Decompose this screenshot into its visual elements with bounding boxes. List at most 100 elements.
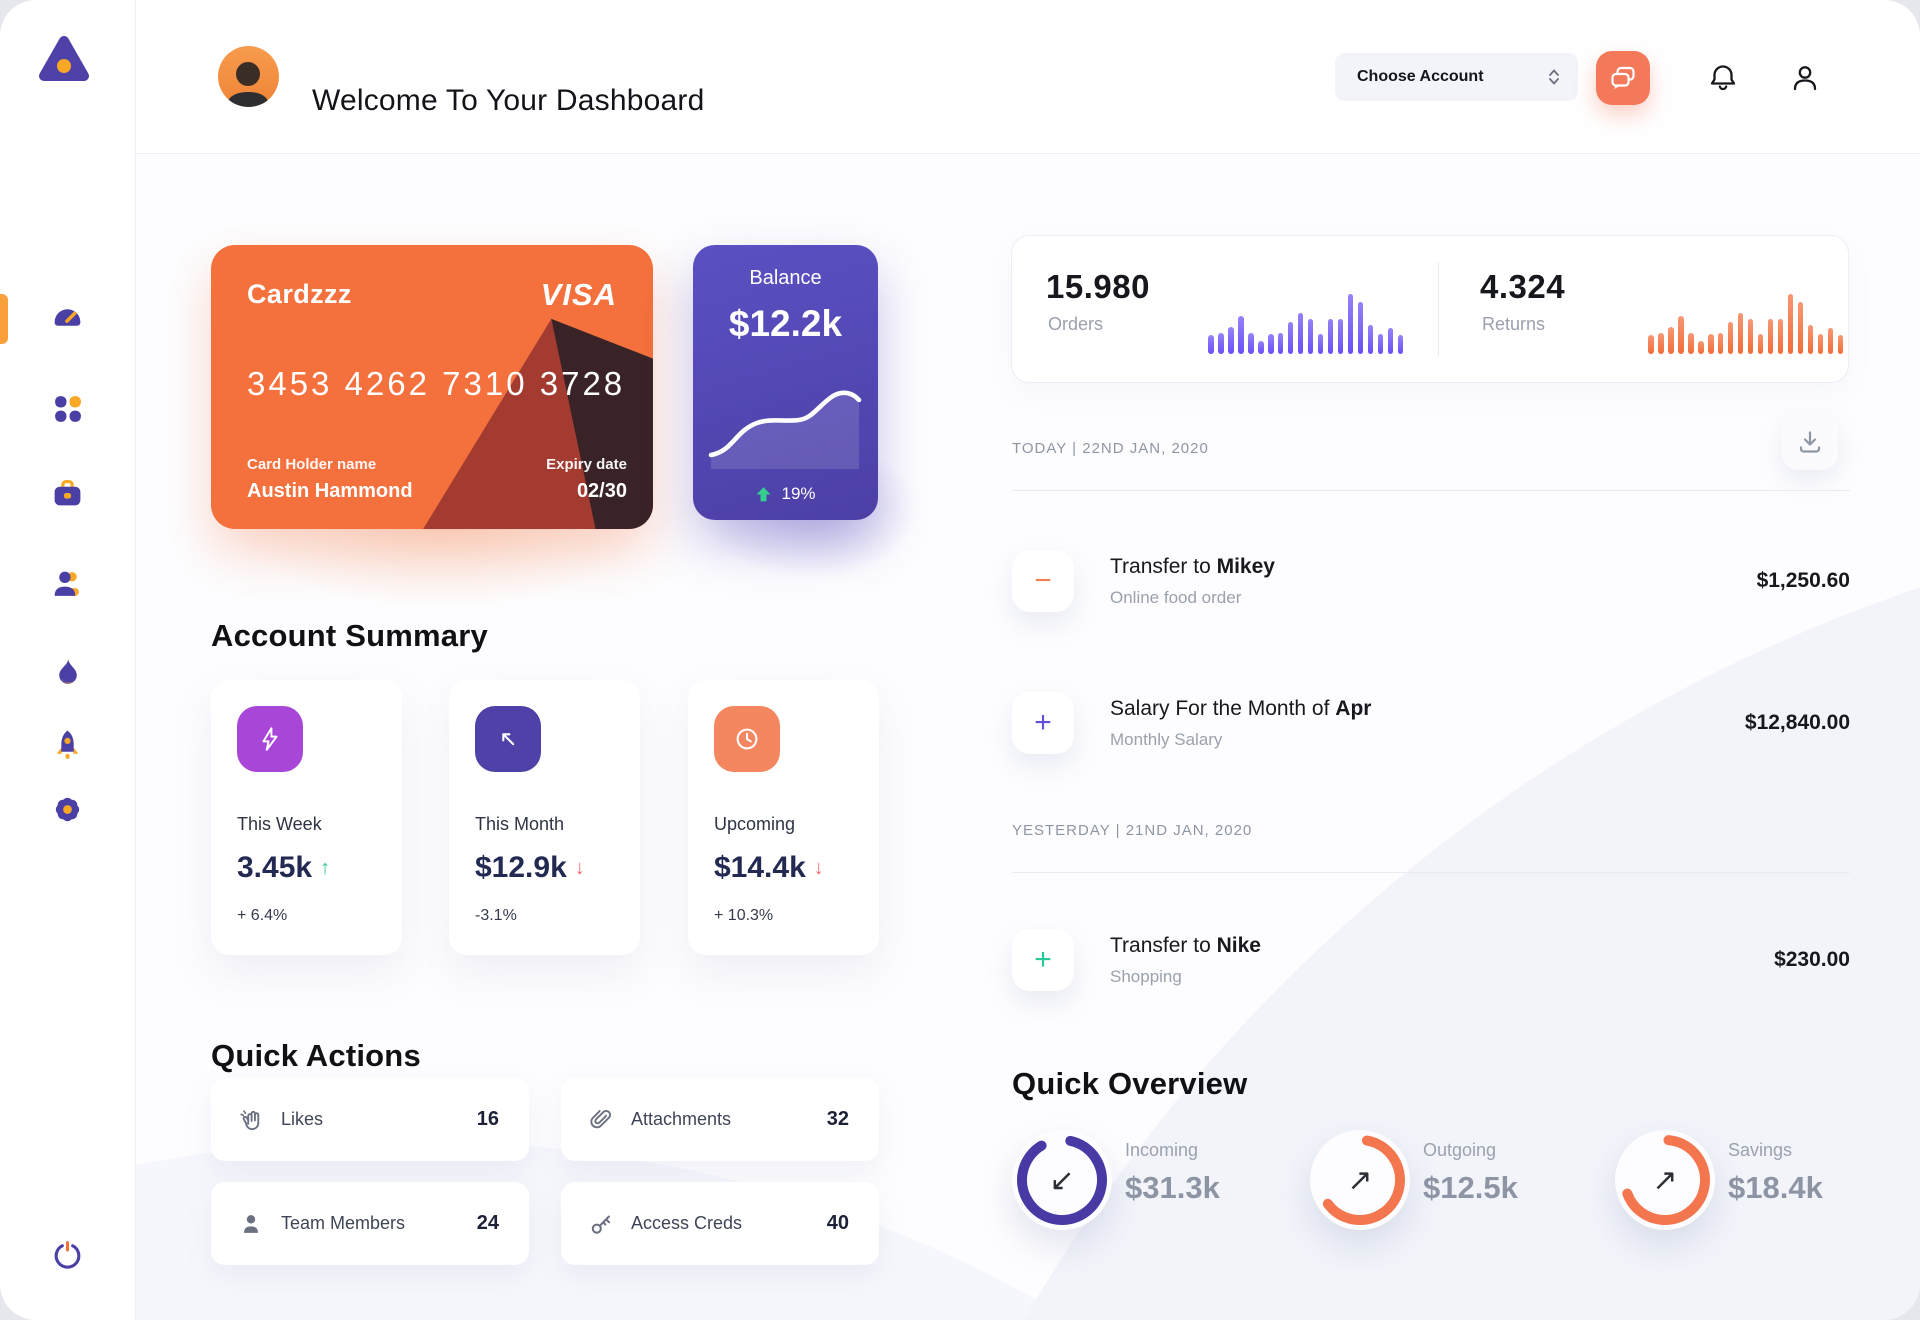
divider xyxy=(1438,262,1439,356)
summary-value: $12.9k xyxy=(475,851,567,884)
account-select-label: Choose Account xyxy=(1357,68,1484,85)
clock-icon xyxy=(714,706,780,772)
arrow-up-right-icon: ↗ xyxy=(1347,1163,1373,1197)
summary-change: + 10.3% xyxy=(714,907,774,924)
quick-action-likes[interactable]: Likes 16 xyxy=(211,1078,529,1161)
returns-label: Returns xyxy=(1482,314,1546,334)
savings-ring-chart: ↗ xyxy=(1615,1130,1715,1230)
arrow-down-left-icon: ↙ xyxy=(1049,1163,1075,1197)
returns-value: 4.324 xyxy=(1480,268,1566,305)
balance-label: Balance xyxy=(749,267,822,289)
app-logo-triangle-icon xyxy=(39,36,89,81)
paperclip-icon xyxy=(590,1109,612,1128)
sidebar-item-launch[interactable] xyxy=(0,713,135,775)
divider xyxy=(1012,490,1850,491)
summary-card-this-month: This Month $12.9k ↓ -3.1% xyxy=(449,680,640,955)
select-chevrons-icon xyxy=(1549,69,1559,85)
quick-action-count: 32 xyxy=(826,1108,849,1130)
quick-action-team-members[interactable]: Team Members 24 xyxy=(211,1182,529,1265)
top-header: Welcome To Your Dashboard Choose Account xyxy=(135,0,1920,154)
minus-icon: − xyxy=(1012,550,1074,612)
transaction-subtitle: Shopping xyxy=(1110,966,1182,986)
gauge-icon xyxy=(54,308,81,326)
sidebar-item-trending[interactable] xyxy=(0,640,135,702)
card-name: Cardzzz xyxy=(247,279,352,309)
visa-logo: VISA xyxy=(540,277,617,312)
transaction-title: Salary For the Month of Apr xyxy=(1110,696,1372,720)
balance-value: $12.2k xyxy=(728,303,843,344)
transaction-row[interactable]: + Transfer to Nike Shopping $230.00 xyxy=(1012,928,1850,992)
card-expiry-label: Expiry date xyxy=(546,456,627,473)
quick-overview-title: Quick Overview xyxy=(1012,1065,1248,1101)
plus-icon: + xyxy=(1012,929,1074,991)
active-nav-indicator xyxy=(0,294,8,344)
trend-arrow-icon: ↓ xyxy=(574,856,585,879)
quick-action-count: 24 xyxy=(476,1212,499,1234)
profile-button[interactable] xyxy=(1785,58,1825,98)
trend-arrow-icon: ↑ xyxy=(320,856,331,879)
date-header-today: TODAY | 22ND JAN, 2020 xyxy=(1012,440,1209,457)
summary-change: + 6.4% xyxy=(237,907,288,924)
sidebar xyxy=(0,0,136,1320)
notifications-button[interactable] xyxy=(1703,58,1743,98)
sidebar-item-work[interactable] xyxy=(0,462,135,524)
power-icon xyxy=(54,1240,81,1269)
orders-label: Orders xyxy=(1048,314,1104,334)
user-avatar[interactable] xyxy=(218,46,279,107)
overview-value: $18.4k xyxy=(1728,1170,1823,1205)
balance-sparkline xyxy=(708,390,862,469)
grid-icon xyxy=(55,395,81,422)
overview-label: Incoming xyxy=(1125,1140,1199,1160)
quick-action-access-creds[interactable]: Access Creds 40 xyxy=(561,1182,879,1265)
card-holder-label: Card Holder name xyxy=(247,456,377,473)
orders-returns-stats-card: 15.980 Orders 4.324 Returns xyxy=(1011,235,1849,383)
page-title: Welcome To Your Dashboard xyxy=(312,84,705,118)
clap-icon xyxy=(240,1109,260,1130)
sidebar-item-apps[interactable] xyxy=(0,377,135,439)
orders-value: 15.980 xyxy=(1046,268,1150,305)
arrow-up-right-icon: ↗ xyxy=(1652,1163,1678,1197)
orders-bar-chart xyxy=(1208,292,1404,354)
messages-button[interactable] xyxy=(1596,51,1650,105)
card-expiry: Expiry date 02/30 xyxy=(546,456,627,503)
transaction-title: Transfer to Nike xyxy=(1110,933,1261,957)
transaction-row[interactable]: − Transfer to Mikey Online food order $1… xyxy=(1012,549,1850,613)
date-header-yesterday: YESTERDAY | 21ND JAN, 2020 xyxy=(1012,822,1253,839)
person-icon xyxy=(244,1214,258,1233)
lightning-icon xyxy=(237,706,303,772)
account-select[interactable]: Choose Account xyxy=(1335,53,1578,101)
quick-action-label: Access Creds xyxy=(631,1213,743,1233)
summary-card-this-week: This Week 3.45k ↑ + 6.4% xyxy=(211,680,402,955)
summary-label: This Week xyxy=(237,814,322,834)
trend-arrow-icon: ↓ xyxy=(813,856,824,879)
user-icon xyxy=(1793,66,1817,91)
sidebar-item-settings[interactable] xyxy=(0,778,135,840)
transaction-subtitle: Online food order xyxy=(1110,587,1242,607)
transaction-subtitle: Monthly Salary xyxy=(1110,729,1223,749)
card-number: 3453 4262 7310 3728 xyxy=(247,365,626,402)
summary-card-upcoming: Upcoming $14.4k ↓ + 10.3% xyxy=(688,680,879,955)
transaction-amount: $230.00 xyxy=(1774,948,1850,971)
card-expiry-date: 02/30 xyxy=(576,480,627,502)
transaction-row[interactable]: + Salary For the Month of Apr Monthly Sa… xyxy=(1012,691,1850,755)
summary-label: This Month xyxy=(475,814,565,834)
card-holder: Card Holder name Austin Hammond xyxy=(247,456,413,503)
quick-action-label: Attachments xyxy=(631,1109,732,1129)
summary-value: $14.4k xyxy=(714,851,806,884)
overview-label: Savings xyxy=(1728,1140,1793,1160)
summary-value: 3.45k xyxy=(237,851,313,884)
sidebar-item-team[interactable] xyxy=(0,552,135,614)
logout-power-button[interactable] xyxy=(0,1224,135,1286)
summary-label: Upcoming xyxy=(714,814,796,834)
transaction-title: Transfer to Mikey xyxy=(1110,554,1275,578)
briefcase-icon xyxy=(54,479,81,505)
download-button[interactable] xyxy=(1782,414,1838,470)
quick-action-count: 40 xyxy=(826,1212,849,1234)
divider xyxy=(1012,872,1850,873)
transaction-amount: $1,250.60 xyxy=(1756,569,1850,592)
quick-action-attachments[interactable]: Attachments 32 xyxy=(561,1078,879,1161)
plus-icon: + xyxy=(1012,692,1074,754)
overview-incoming: ↙ Incoming $31.3k xyxy=(1012,1118,1262,1248)
sidebar-item-dashboard[interactable] xyxy=(0,286,135,348)
